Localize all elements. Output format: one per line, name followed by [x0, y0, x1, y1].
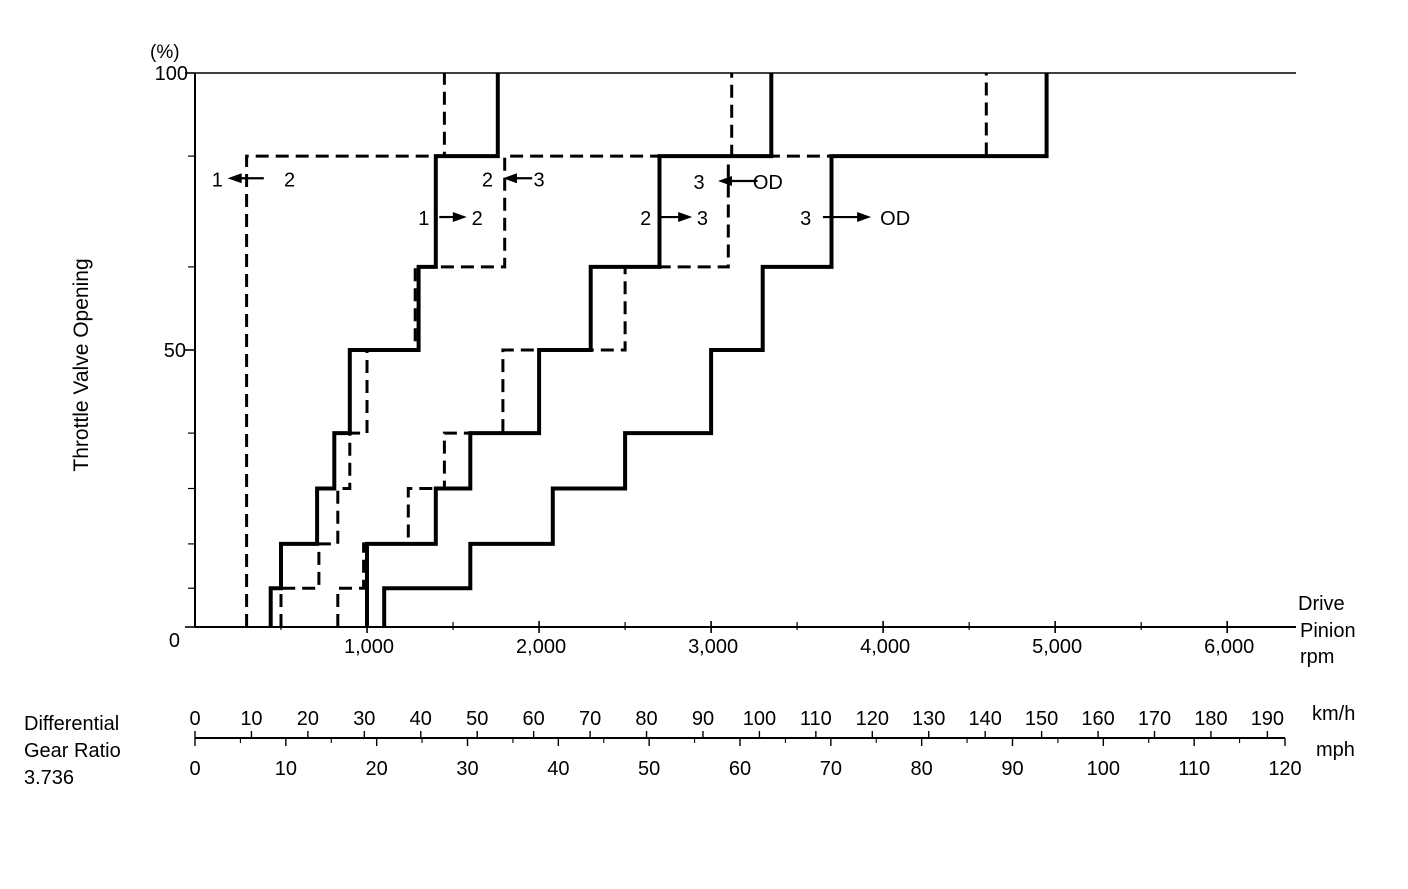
kmh-tick-label: 180 — [1194, 708, 1227, 730]
speed-scale: 0 10 20 30 40 50 60 70 80 90 100 110 120 130 140 150 160… — [24, 703, 1355, 789]
kmh-tick-label: 160 — [1081, 708, 1114, 730]
shift-label: 2 — [640, 208, 651, 230]
mph-unit-label: mph — [1316, 739, 1355, 761]
series-line — [365, 73, 774, 627]
kmh-tick-label: 40 — [410, 708, 432, 730]
kmh-tick-label: 120 — [856, 708, 889, 730]
shift-label: 2 — [284, 169, 295, 191]
kmh-tick-label: 190 — [1251, 708, 1284, 730]
mph-tick-label: 60 — [729, 758, 751, 780]
mph-tick-label: 100 — [1087, 758, 1120, 780]
x-axis-title-line: Drive — [1298, 593, 1345, 615]
mph-tick-label: 50 — [638, 758, 660, 780]
mph-tick-label: 30 — [456, 758, 478, 780]
gear-ratio-label-line: Gear Ratio — [24, 740, 121, 762]
series-line — [279, 73, 734, 627]
gear-ratio-label-line: 3.736 — [24, 767, 74, 789]
axes: 0 50 100(%) Throttle Valve Opening 1,000 2,00… — [70, 42, 1356, 668]
kmh-tick-label: 50 — [466, 708, 488, 730]
annotations: 1 2 2 3 1 2 3 OD 2 3 3 OD — [212, 169, 910, 230]
x-tick-label: 2,000 — [516, 636, 566, 658]
shift-arrow-head — [452, 212, 467, 223]
y-tick-label: 0 — [169, 630, 180, 652]
gear-ratio-label-line: Differential — [24, 713, 119, 735]
series-line — [336, 73, 988, 627]
shift-label: OD — [880, 208, 910, 230]
kmh-tick-label: 60 — [523, 708, 545, 730]
shift-label: 2 — [482, 169, 493, 191]
mph-tick-label: 40 — [547, 758, 569, 780]
x-tick-label: 3,000 — [688, 636, 738, 658]
mph-tick-label: 0 — [189, 758, 200, 780]
y-unit-label: (%) — [150, 42, 180, 63]
y-tick-label: 100 — [155, 63, 188, 85]
shift-arrow-head — [227, 173, 242, 184]
kmh-tick-label: 90 — [692, 708, 714, 730]
shift-label: OD — [753, 172, 783, 194]
x-tick-label: 4,000 — [860, 636, 910, 658]
x-tick-label: 5,000 — [1032, 636, 1082, 658]
series-line — [245, 73, 446, 627]
shift-label: 3 — [534, 169, 545, 191]
kmh-tick-label: 110 — [800, 708, 832, 730]
series-line — [382, 73, 1049, 627]
kmh-tick-label: 130 — [912, 708, 945, 730]
mph-tick-label: 80 — [911, 758, 933, 780]
shift-arrow-head — [717, 176, 732, 187]
x-axis-title-line: rpm — [1300, 646, 1334, 668]
shift-label: 3 — [693, 172, 704, 194]
kmh-tick-label: 30 — [353, 708, 375, 730]
mph-tick-label: 120 — [1268, 758, 1301, 780]
shift-label: 1 — [418, 208, 429, 230]
y-tick-label: 50 — [164, 340, 186, 362]
x-tick-label: 6,000 — [1204, 636, 1254, 658]
kmh-unit-label: km/h — [1312, 703, 1355, 725]
mph-tick-label: 90 — [1001, 758, 1023, 780]
shift-arrow-head — [678, 212, 693, 223]
shift-arrow-head — [857, 212, 872, 223]
mph-tick-label: 110 — [1178, 758, 1210, 780]
shift-label: 2 — [472, 208, 483, 230]
kmh-tick-label: 10 — [240, 708, 262, 730]
shift-label: 3 — [800, 208, 811, 230]
mph-tick-label: 70 — [820, 758, 842, 780]
mph-tick-label: 20 — [366, 758, 388, 780]
kmh-tick-label: 0 — [189, 708, 200, 730]
kmh-tick-label: 140 — [968, 708, 1001, 730]
x-axis-title-line: Pinion — [1300, 620, 1356, 642]
shift-label: 3 — [697, 208, 708, 230]
kmh-tick-label: 20 — [297, 708, 319, 730]
y-axis-title: Throttle Valve Opening — [70, 258, 93, 471]
x-tick-label: 1,000 — [344, 636, 394, 658]
kmh-tick-label: 70 — [579, 708, 601, 730]
series-lines — [245, 73, 1049, 627]
mph-tick-label: 10 — [275, 758, 297, 780]
series-line — [268, 73, 500, 627]
kmh-tick-label: 170 — [1138, 708, 1171, 730]
kmh-tick-label: 80 — [635, 708, 657, 730]
shift-label: 1 — [212, 169, 223, 191]
kmh-tick-label: 100 — [743, 708, 776, 730]
shift-arrow-head — [502, 173, 517, 184]
kmh-tick-label: 150 — [1025, 708, 1058, 730]
